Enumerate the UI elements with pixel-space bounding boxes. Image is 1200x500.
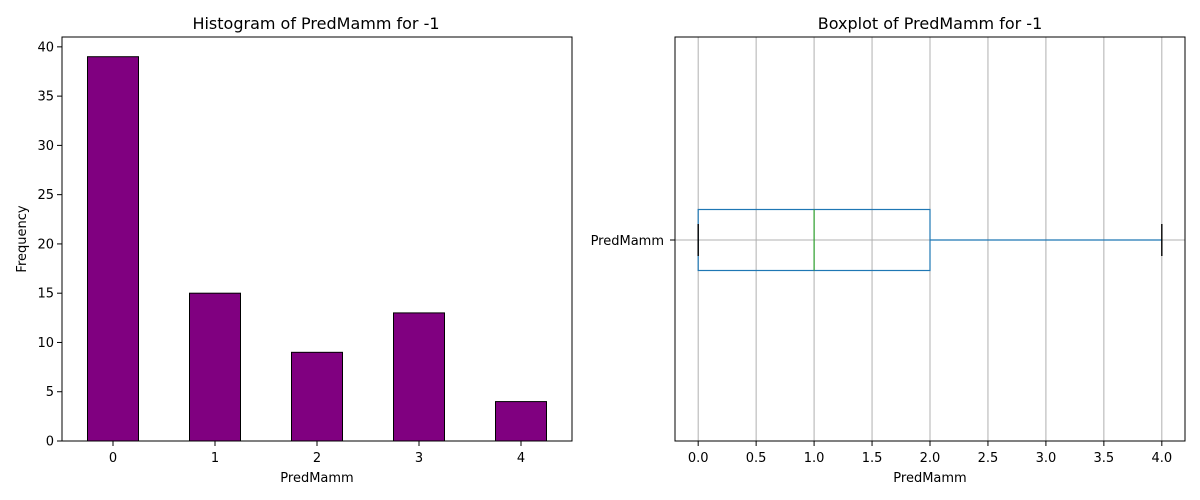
boxplot-marks — [697, 208, 1163, 272]
histogram-x-tick-label: 0 — [109, 451, 117, 466]
boxplot-x-tick-label: 3.5 — [1094, 451, 1115, 466]
histogram-x-tick-label: 2 — [313, 451, 321, 466]
histogram-x-ticks: 0 1 2 3 4 — [109, 441, 525, 466]
boxplot-title: Boxplot of PredMamm for -1 — [818, 14, 1043, 33]
histogram-bar — [189, 292, 241, 442]
boxplot-chart: Boxplot of PredMamm for -1 0.0 0.5 1.0 1.5 2… — [591, 14, 1186, 486]
histogram-x-tick-label: 4 — [517, 451, 525, 466]
histogram-y-tick-label: 20 — [37, 237, 54, 252]
histogram-x-axis-label: PredMamm — [280, 471, 353, 486]
histogram-bar — [393, 312, 445, 442]
boxplot-x-tick-label: 4.0 — [1151, 451, 1172, 466]
boxplot-grid — [675, 37, 1185, 441]
histogram-y-axis-label: Frequency — [15, 205, 30, 272]
histogram-chart: Histogram of PredMamm for -1 05101520253… — [15, 14, 573, 486]
boxplot-x-tick-label: 0.5 — [746, 451, 767, 466]
histogram-y-tick-label: 15 — [37, 287, 54, 302]
histogram-bar — [291, 351, 343, 442]
histogram-y-ticks: 0 5 10 15 20 25 30 35 40 — [37, 40, 62, 450]
histogram-x-tick-label: 3 — [415, 451, 423, 466]
boxplot-x-tick-label: 0.0 — [688, 451, 709, 466]
histogram-bar — [87, 56, 139, 442]
histogram-bar — [495, 401, 547, 442]
histogram-y-tick-label: 35 — [37, 90, 54, 105]
boxplot-x-tick-label: 2.0 — [920, 451, 941, 466]
boxplot-plot-frame — [674, 36, 1186, 442]
boxplot-x-axis-label: PredMamm — [893, 471, 966, 486]
histogram-y-tick-label: 30 — [37, 139, 54, 154]
histogram-y-tick-label: 0 — [46, 435, 54, 450]
histogram-x-tick-label: 1 — [211, 451, 219, 466]
boxplot-x-ticks: 0.0 0.5 1.0 1.5 2.0 2.5 3.0 3.5 4.0 — [688, 441, 1172, 466]
histogram-title: Histogram of PredMamm for -1 — [192, 14, 439, 33]
boxplot-x-tick-label: 1.0 — [804, 451, 825, 466]
histogram-plot-frame — [61, 36, 573, 442]
boxplot-category-label: PredMamm — [591, 234, 664, 249]
boxplot-x-tick-label: 2.5 — [978, 451, 999, 466]
boxplot-x-tick-label: 1.5 — [862, 451, 883, 466]
histogram-y-tick-label: 10 — [37, 336, 54, 351]
histogram-bars — [87, 56, 547, 442]
histogram-y-tick-label: 40 — [37, 40, 54, 55]
boxplot-x-tick-label: 3.0 — [1036, 451, 1057, 466]
histogram-y-tick-label: 25 — [37, 188, 54, 203]
histogram-y-tick-label: 5 — [46, 385, 54, 400]
